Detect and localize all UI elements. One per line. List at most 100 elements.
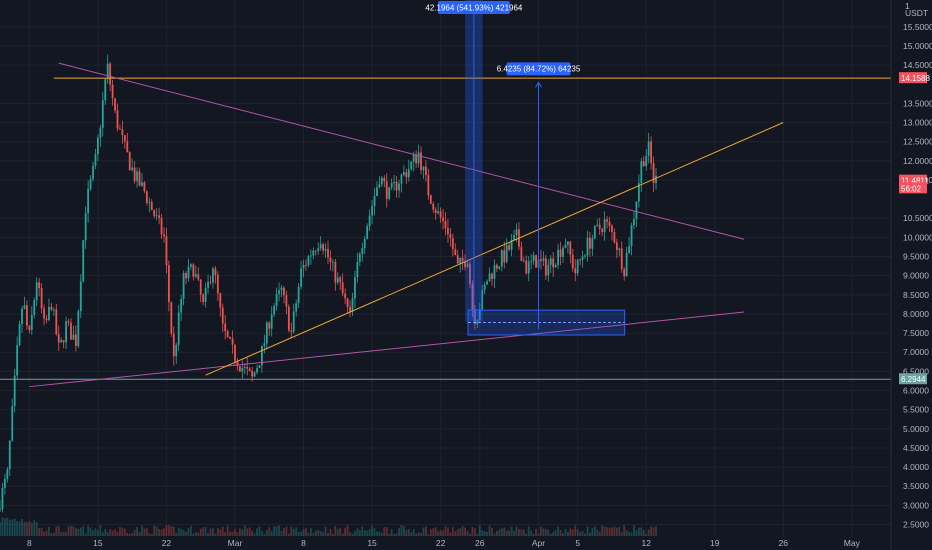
volume-bar [581, 530, 584, 536]
trend-line[interactable] [205, 122, 784, 376]
drawings[interactable]: 42.1964 (541.93%) 421964 6.4235 (84.72%) … [0, 0, 891, 388]
volume-bar [263, 533, 266, 536]
candle-body [527, 261, 530, 274]
candle-body [515, 229, 518, 236]
candle-body [155, 215, 158, 217]
volume-bar [104, 528, 107, 536]
volume-bar [145, 528, 148, 536]
candle-body [354, 277, 356, 299]
candle-body [520, 246, 523, 262]
volume-bar [99, 525, 102, 536]
candle-body [532, 255, 535, 262]
volume-bar [219, 529, 222, 536]
volume-bar [630, 532, 633, 536]
range-box[interactable] [467, 309, 626, 336]
volume-bar [3, 518, 6, 536]
volume-bar [385, 527, 388, 536]
candle-body [268, 322, 271, 329]
volume-bar [611, 527, 613, 536]
volume-bar [314, 530, 317, 536]
volume-bar [87, 525, 90, 536]
candle-body [322, 244, 325, 251]
volume-bar [522, 529, 525, 536]
candle-body [165, 236, 168, 266]
volume-bar [483, 531, 486, 536]
volume-bar [322, 532, 325, 536]
volume-bar [334, 525, 337, 536]
candle-body [625, 252, 628, 277]
candle-body [473, 309, 476, 325]
volume-bar [150, 533, 153, 536]
candle-body [339, 277, 342, 283]
time-tick-label: Apr [532, 538, 545, 548]
candle-body [18, 324, 21, 346]
volume-bar [261, 531, 263, 536]
volume-bar [18, 521, 21, 536]
volume-bar [618, 526, 621, 536]
volume-bar [297, 531, 300, 536]
price-tick-label: 13.5000 [903, 98, 932, 108]
candle-body [261, 345, 263, 366]
volume-bar [464, 527, 466, 536]
candle-body [606, 219, 608, 222]
volume-bar [341, 533, 344, 536]
price-axis-top-label: 1 [905, 1, 910, 11]
candle-body [180, 298, 183, 313]
volume-bar [307, 532, 310, 536]
candle-body [234, 344, 236, 362]
volume-bar [601, 525, 604, 536]
volume-bar [275, 526, 278, 536]
volume-bar [471, 526, 474, 536]
candle-body [402, 172, 405, 175]
volume-bar [518, 529, 520, 536]
candle-body [148, 201, 151, 203]
volume-bar [170, 526, 173, 536]
time-tick-label: 8 [27, 538, 32, 548]
candle-body [74, 334, 77, 347]
candle-body [241, 368, 244, 372]
candle-body [464, 261, 466, 268]
price-tick-label: 15.5000 [903, 22, 932, 32]
candle-body [253, 372, 256, 377]
candle-body [141, 182, 143, 186]
candle-body [456, 255, 459, 264]
volume-bar [116, 531, 119, 536]
time-tick-label: 15 [367, 538, 377, 548]
time-axis[interactable]: 8 15 22 Mar 8 15 22 26 Apr 5 12 19 26 May [27, 538, 861, 548]
candle-body [554, 264, 557, 268]
volume-bar [493, 533, 496, 536]
candle-body [287, 306, 290, 331]
volume-bar [214, 533, 217, 536]
candle-body [158, 215, 161, 218]
volume-bar [202, 527, 205, 536]
candle-body [221, 307, 224, 324]
candle-body [478, 309, 481, 321]
candle-body [344, 293, 347, 299]
volume-bar [92, 530, 94, 536]
candle-body [513, 235, 515, 241]
volume-bar [613, 526, 616, 536]
candle-body [427, 175, 430, 196]
candle-body [334, 261, 337, 283]
volume-bar [393, 533, 395, 536]
candle-body [500, 250, 503, 267]
price-tick-label: 14.5000 [903, 60, 932, 70]
volume-bar [405, 530, 408, 536]
trend-line[interactable] [58, 62, 745, 240]
volume-bar [368, 529, 371, 536]
candle-body [361, 248, 364, 255]
candle-body [295, 303, 298, 312]
volume-bar [319, 531, 322, 536]
price-label-box [899, 174, 927, 186]
candle-body [596, 224, 599, 226]
volume-bar [559, 530, 562, 536]
time-tick-label: 19 [710, 538, 720, 548]
volume-bar [603, 526, 606, 536]
candle-body [307, 256, 310, 266]
volume-bar [167, 525, 170, 536]
volume-bar [537, 533, 540, 536]
volume-bar [300, 531, 302, 536]
price-axis[interactable]: 15.5000 15.0000 14.5000 13.5000 13.0000 12.50… [903, 22, 932, 530]
volume-bar [327, 532, 329, 536]
